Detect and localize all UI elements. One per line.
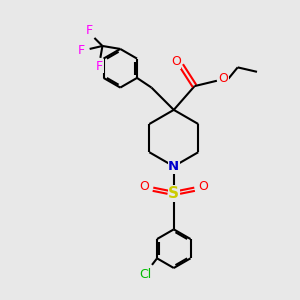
Text: O: O [140,180,150,193]
Text: N: N [168,160,179,173]
Text: F: F [85,24,93,37]
Text: O: O [198,180,208,193]
Text: Cl: Cl [139,268,151,281]
Text: S: S [168,186,179,201]
Text: F: F [78,44,85,57]
Text: O: O [218,73,228,85]
Text: O: O [171,55,181,68]
Text: F: F [96,60,103,73]
